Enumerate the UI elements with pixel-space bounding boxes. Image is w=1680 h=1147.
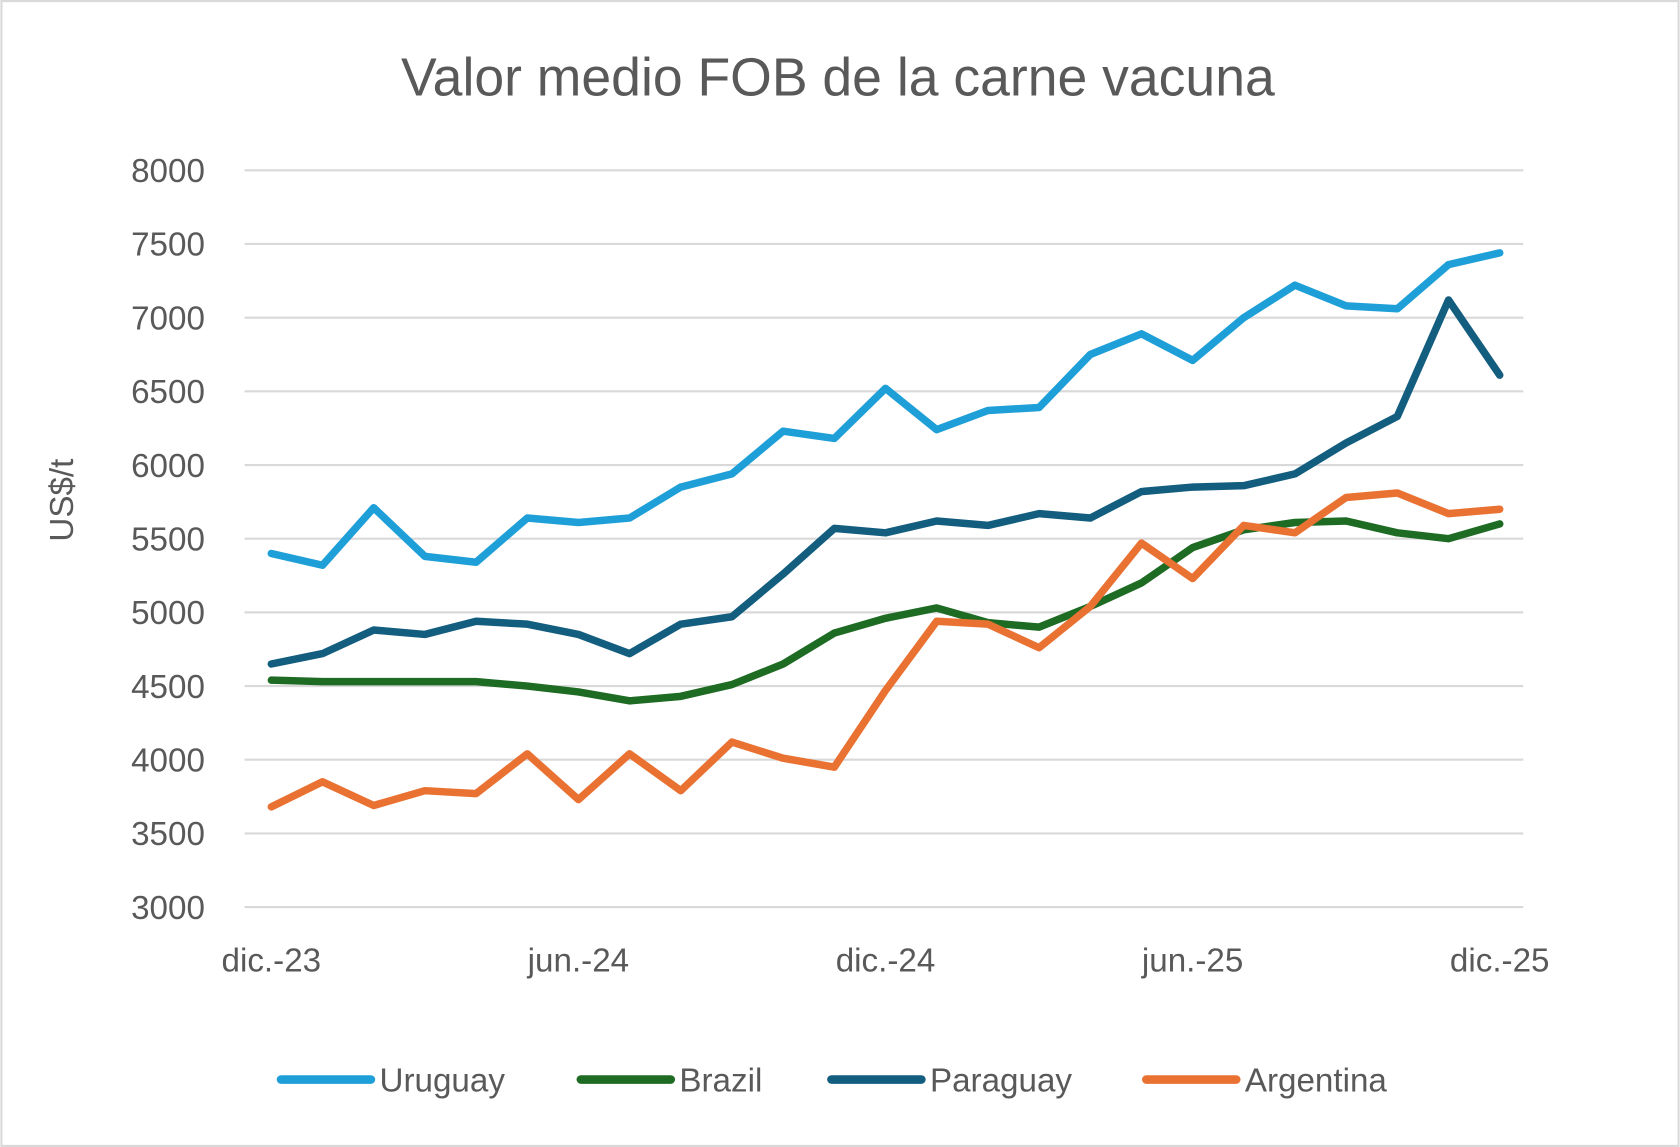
y-tick-label: 5000 bbox=[131, 595, 205, 632]
y-tick-label: 3000 bbox=[131, 890, 205, 927]
y-tick-label: 7000 bbox=[131, 300, 205, 337]
legend-label-argentina: Argentina bbox=[1245, 1062, 1388, 1099]
y-tick-label: 8000 bbox=[131, 153, 205, 190]
x-tick-label: jun.-25 bbox=[1141, 942, 1243, 979]
series-line-argentina bbox=[267, 489, 1504, 811]
y-tick-label: 6500 bbox=[131, 374, 205, 411]
y-tick-label: 3500 bbox=[131, 816, 205, 853]
legend-label-uruguay: Uruguay bbox=[379, 1062, 505, 1099]
chart-title: Valor medio FOB de la carne vacuna bbox=[401, 48, 1275, 107]
legend-label-paraguay: Paraguay bbox=[930, 1062, 1072, 1099]
y-tick-label: 4000 bbox=[131, 743, 205, 780]
y-tick-label: 7500 bbox=[131, 227, 205, 264]
y-axis-label: US$/t bbox=[44, 459, 81, 542]
y-tick-label: 6000 bbox=[131, 448, 205, 485]
series-line-brazil bbox=[267, 517, 1504, 705]
legend-label-brazil: Brazil bbox=[679, 1062, 762, 1099]
y-tick-label: 4500 bbox=[131, 669, 205, 706]
x-tick-label: dic.-25 bbox=[1450, 942, 1550, 979]
series-line-paraguay bbox=[267, 296, 1504, 668]
x-tick-label: dic.-23 bbox=[222, 942, 322, 979]
series-line-uruguay bbox=[267, 249, 1504, 570]
x-tick-label: dic.-24 bbox=[836, 942, 936, 979]
y-tick-label: 5500 bbox=[131, 521, 205, 558]
x-tick-label: jun.-24 bbox=[527, 942, 629, 979]
